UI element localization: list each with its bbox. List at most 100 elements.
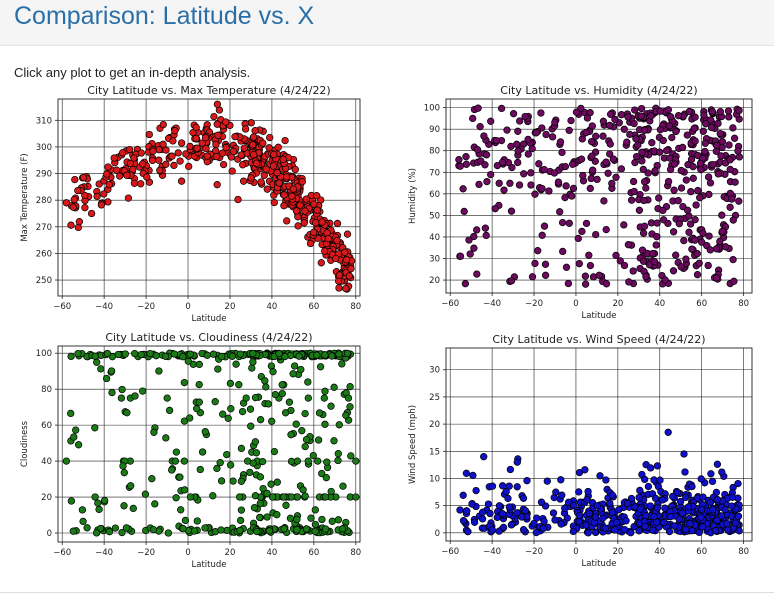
data-point	[725, 113, 733, 121]
data-point	[652, 241, 660, 249]
data-point	[302, 525, 311, 533]
y-tick-label: 60	[41, 421, 52, 431]
data-point	[241, 125, 250, 133]
data-point	[459, 517, 468, 525]
data-point	[582, 521, 590, 529]
data-point	[636, 505, 644, 513]
data-point	[696, 194, 704, 202]
data-point	[275, 350, 283, 358]
data-point	[251, 492, 260, 500]
data-point	[123, 409, 131, 417]
data-point	[87, 209, 96, 218]
data-point	[569, 527, 577, 536]
data-point	[701, 147, 709, 156]
data-point	[543, 477, 551, 485]
data-point	[513, 458, 521, 466]
data-point	[344, 394, 353, 402]
data-point	[176, 473, 184, 481]
data-point	[299, 486, 307, 494]
data-point	[669, 492, 677, 501]
data-point	[120, 469, 128, 477]
data-point	[550, 169, 559, 177]
data-point	[335, 284, 343, 292]
data-point	[271, 390, 280, 399]
data-point	[650, 258, 659, 266]
data-point	[697, 166, 705, 174]
data-point	[699, 229, 707, 237]
data-point	[195, 360, 203, 369]
data-point	[181, 486, 189, 494]
data-point	[137, 180, 145, 188]
data-point	[213, 120, 221, 128]
data-point	[309, 451, 317, 460]
cloudiness-plot[interactable]: City Latitude vs. Cloudiness (4/24/22) −6…	[14, 328, 366, 578]
data-point	[483, 177, 491, 186]
data-point	[672, 251, 680, 259]
wind-speed-plot[interactable]: City Latitude vs. Wind Speed (4/24/22) −6…	[402, 326, 760, 578]
x-tick-label: 80	[738, 547, 749, 557]
data-point	[304, 394, 312, 402]
y-tick-label: 100	[424, 104, 440, 114]
x-tick-label: −60	[53, 548, 71, 558]
max-temperature-plot[interactable]: City Latitude vs. Max Temperature (4/24/…	[14, 82, 366, 328]
data-point	[182, 150, 190, 158]
data-point	[695, 259, 703, 267]
data-point	[295, 352, 303, 360]
data-point	[257, 178, 265, 186]
data-point	[282, 501, 290, 509]
humidity-plot[interactable]: City Latitude vs. Humidity (4/24/22) −60 −…	[402, 78, 760, 326]
data-point	[699, 127, 707, 135]
data-point	[493, 161, 502, 170]
data-point	[81, 191, 89, 200]
data-point	[699, 493, 707, 501]
data-point	[600, 197, 608, 205]
data-point	[78, 506, 87, 514]
y-tick-label: 0	[435, 529, 440, 539]
x-tick-label: −40	[95, 548, 113, 558]
data-point	[523, 477, 531, 485]
data-point	[298, 178, 306, 186]
data-point	[291, 165, 299, 174]
data-point	[243, 457, 252, 465]
data-point	[648, 139, 656, 147]
data-point	[583, 496, 591, 504]
data-point	[459, 185, 467, 193]
data-point	[246, 468, 254, 477]
data-point	[81, 204, 89, 212]
x-tick-label: 0	[573, 299, 578, 309]
data-point	[520, 170, 528, 178]
data-point	[203, 152, 211, 160]
data-point	[229, 147, 238, 155]
data-point	[459, 491, 467, 499]
y-axis-label: Wind Speed (mph)	[408, 405, 418, 484]
data-point	[728, 502, 736, 510]
data-point	[592, 132, 600, 140]
data-point	[638, 157, 646, 165]
data-point	[472, 486, 480, 495]
data-point	[123, 171, 131, 179]
data-point	[717, 512, 726, 520]
data-point	[698, 523, 707, 531]
data-point	[639, 257, 648, 265]
x-tick-label: −20	[137, 302, 155, 312]
data-point	[687, 155, 696, 164]
data-point	[301, 409, 309, 418]
data-point	[488, 482, 497, 490]
data-point	[301, 492, 309, 500]
data-point	[705, 190, 713, 199]
y-tick-label: 70	[429, 168, 440, 178]
y-tick-label: 20	[41, 493, 52, 503]
data-point	[236, 526, 244, 535]
data-point	[716, 108, 725, 116]
data-point	[302, 195, 310, 203]
data-point	[582, 128, 590, 137]
data-point	[143, 173, 151, 181]
data-point	[163, 394, 171, 402]
data-point	[606, 150, 614, 158]
data-point	[538, 184, 546, 193]
data-point	[156, 166, 164, 174]
data-point	[693, 271, 702, 279]
data-point	[327, 487, 335, 496]
data-point	[235, 493, 244, 501]
data-point	[706, 179, 715, 187]
